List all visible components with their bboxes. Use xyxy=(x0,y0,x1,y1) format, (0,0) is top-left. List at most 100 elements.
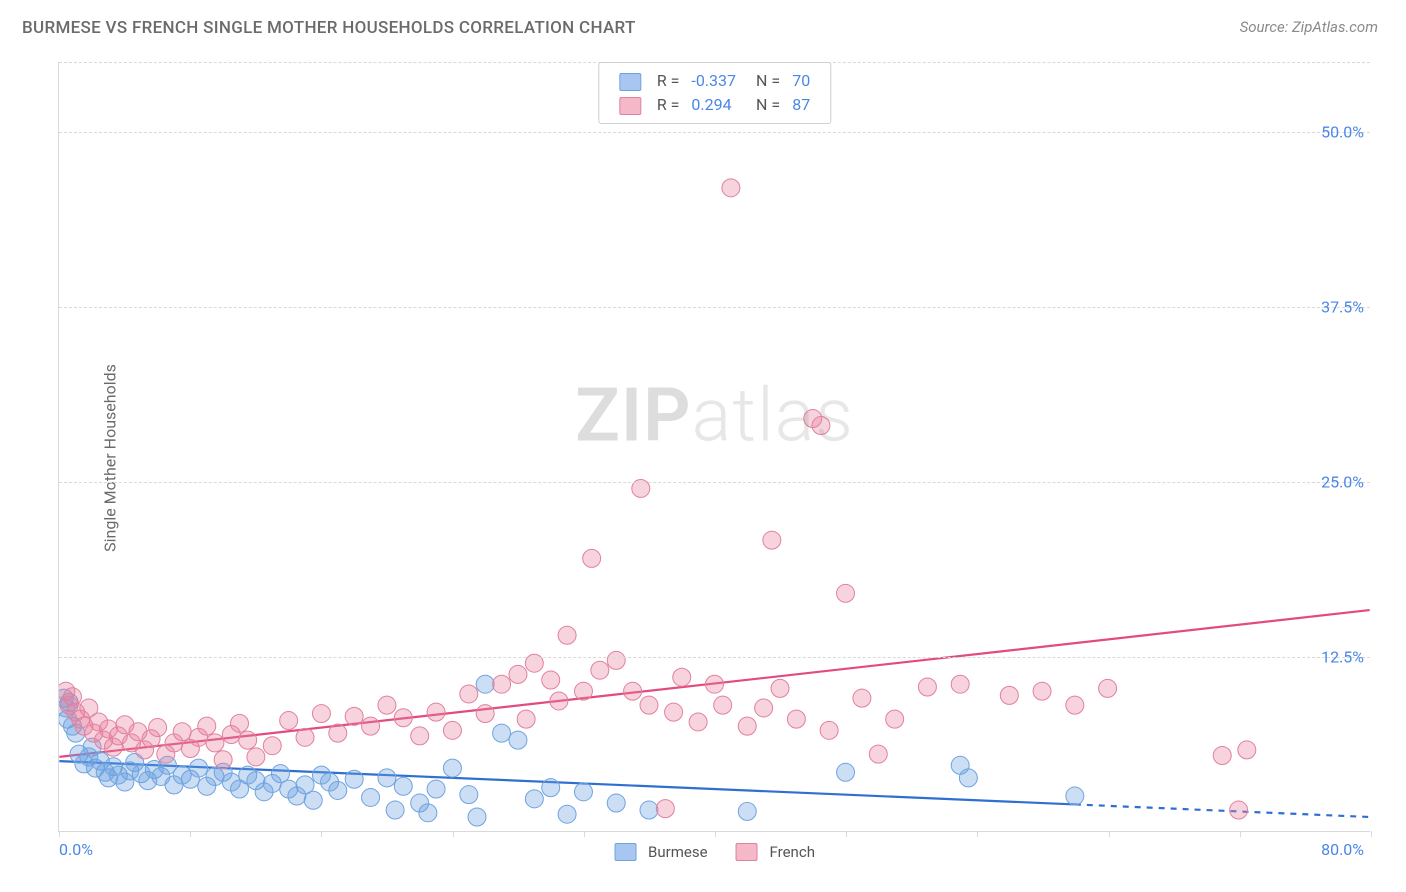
data-point xyxy=(173,723,191,741)
data-point xyxy=(206,734,224,752)
data-point xyxy=(1066,787,1084,805)
x-tick xyxy=(321,831,322,837)
data-point xyxy=(345,770,363,788)
data-point xyxy=(558,626,576,644)
data-point xyxy=(574,783,592,801)
data-point xyxy=(1066,696,1084,714)
data-point xyxy=(476,705,494,723)
data-point xyxy=(468,808,486,826)
data-point xyxy=(640,696,658,714)
data-point xyxy=(951,675,969,693)
plot-region: ZIPatlas R =-0.337N =70R =0.294N =87 0.0… xyxy=(58,62,1370,832)
source-label: Source: ZipAtlas.com xyxy=(1240,18,1378,36)
data-point xyxy=(607,651,625,669)
data-point xyxy=(886,710,904,728)
data-point xyxy=(239,731,257,749)
data-point xyxy=(231,714,249,732)
data-point xyxy=(738,802,756,820)
data-point xyxy=(689,713,707,731)
x-tick xyxy=(1371,831,1372,837)
data-point xyxy=(394,777,412,795)
x-tick xyxy=(846,831,847,837)
data-point xyxy=(624,682,642,700)
data-point xyxy=(63,688,81,706)
data-point xyxy=(329,781,347,799)
data-point xyxy=(558,805,576,823)
x-tick xyxy=(190,831,191,837)
y-tick-label: 37.5% xyxy=(1321,298,1364,317)
data-point xyxy=(312,705,330,723)
legend-row: R =-0.337N =70 xyxy=(613,69,816,93)
data-point xyxy=(820,721,838,739)
data-point xyxy=(665,703,683,721)
data-point xyxy=(583,549,601,567)
data-point xyxy=(509,731,527,749)
data-point xyxy=(460,786,478,804)
data-point xyxy=(763,531,781,549)
data-point xyxy=(345,707,363,725)
data-point xyxy=(443,759,461,777)
y-tick-label: 50.0% xyxy=(1321,123,1364,142)
data-point xyxy=(362,788,380,806)
x-tick xyxy=(1109,831,1110,837)
legend-row: R =0.294N =87 xyxy=(613,93,816,117)
data-point xyxy=(296,728,314,746)
data-point xyxy=(214,751,232,769)
data-point xyxy=(394,709,412,727)
data-point xyxy=(738,717,756,735)
x-tick xyxy=(59,831,60,837)
data-point xyxy=(493,724,511,742)
data-point xyxy=(460,685,478,703)
data-point xyxy=(525,790,543,808)
x-max-label: 80.0% xyxy=(1321,840,1364,859)
chart-title: BURMESE VS FRENCH SINGLE MOTHER HOUSEHOL… xyxy=(22,18,636,38)
data-point xyxy=(706,675,724,693)
gridline xyxy=(59,482,1370,483)
data-point xyxy=(280,712,298,730)
data-point xyxy=(419,804,437,822)
data-point xyxy=(959,769,977,787)
data-point xyxy=(247,748,265,766)
data-point xyxy=(304,791,322,809)
data-point xyxy=(427,703,445,721)
data-point xyxy=(591,661,609,679)
data-point xyxy=(493,675,511,693)
data-point xyxy=(853,689,871,707)
data-point xyxy=(869,745,887,763)
legend-series: BurmeseFrench xyxy=(614,843,815,861)
data-point xyxy=(443,721,461,739)
data-point xyxy=(149,719,167,737)
data-point xyxy=(714,696,732,714)
data-point xyxy=(386,801,404,819)
data-point xyxy=(427,780,445,798)
data-point xyxy=(812,417,830,435)
data-point xyxy=(1238,741,1256,759)
data-point xyxy=(1099,679,1117,697)
x-min-label: 0.0% xyxy=(59,840,93,859)
data-point xyxy=(722,179,740,197)
data-point xyxy=(378,769,396,787)
data-point xyxy=(550,692,568,710)
scatter-points xyxy=(59,62,1370,831)
data-point xyxy=(1000,686,1018,704)
data-point xyxy=(542,779,560,797)
data-point xyxy=(362,717,380,735)
data-point xyxy=(517,710,535,728)
legend-correlation: R =-0.337N =70R =0.294N =87 xyxy=(598,62,831,124)
data-point xyxy=(837,584,855,602)
data-point xyxy=(837,763,855,781)
data-point xyxy=(190,759,208,777)
data-point xyxy=(476,675,494,693)
data-point xyxy=(607,794,625,812)
data-point xyxy=(542,671,560,689)
legend-item: French xyxy=(736,843,815,861)
data-point xyxy=(918,678,936,696)
y-tick-label: 12.5% xyxy=(1321,648,1364,667)
data-point xyxy=(411,727,429,745)
gridline xyxy=(59,307,1370,308)
data-point xyxy=(263,737,281,755)
x-tick xyxy=(715,831,716,837)
x-tick xyxy=(1240,831,1241,837)
data-point xyxy=(509,665,527,683)
gridline xyxy=(59,132,1370,133)
